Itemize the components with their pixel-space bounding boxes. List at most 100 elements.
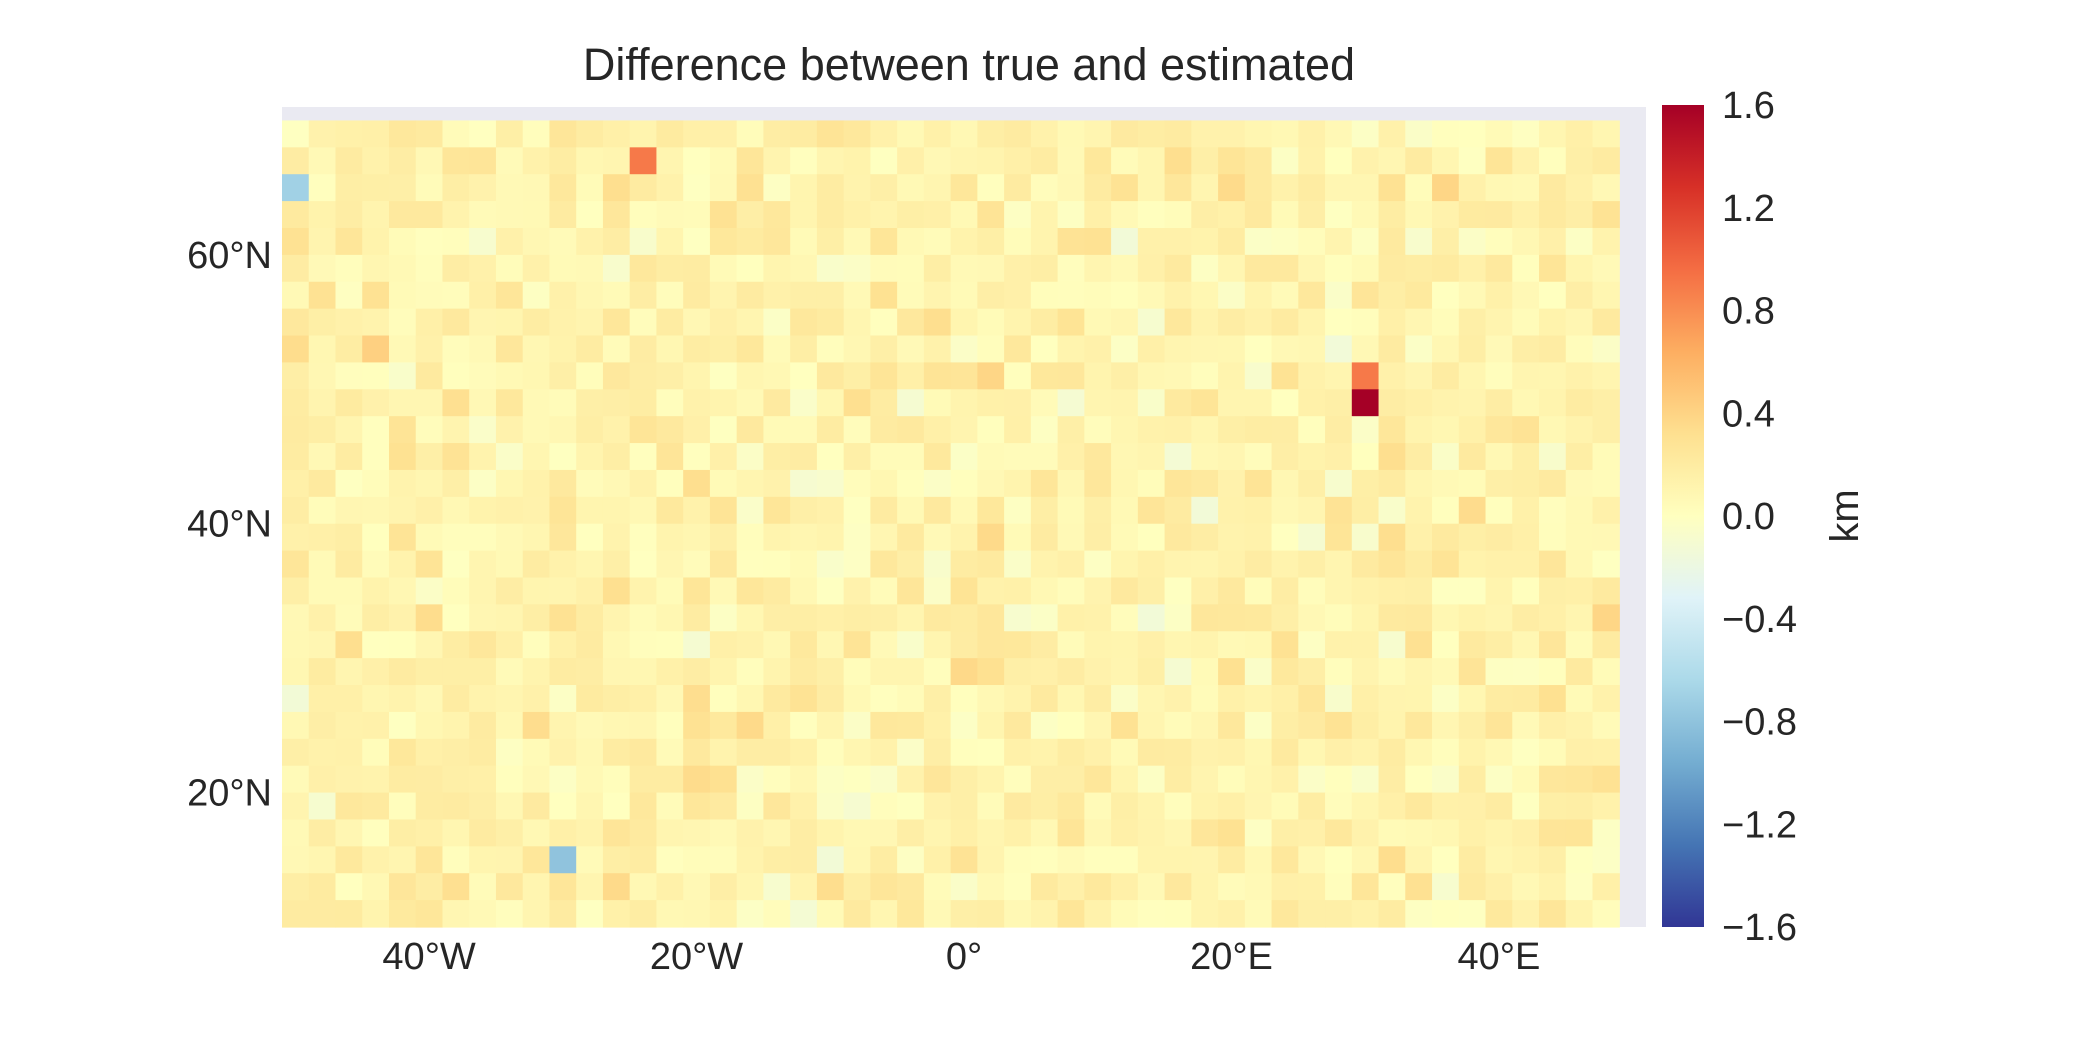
heatmap-cell	[709, 362, 738, 390]
heatmap-cell	[602, 819, 631, 847]
heatmap-cell	[1378, 254, 1406, 283]
heatmap-cell	[1351, 900, 1380, 928]
heatmap-cell	[709, 711, 738, 740]
heatmap-cell	[790, 738, 818, 767]
heatmap-cell	[629, 550, 658, 579]
heatmap-cell	[335, 738, 363, 767]
heatmap-cell	[843, 685, 871, 713]
heatmap-cell	[897, 308, 925, 337]
heatmap-cell	[362, 631, 390, 659]
heatmap-cell	[897, 147, 925, 175]
heatmap-cell	[1512, 335, 1540, 364]
heatmap-cell	[1244, 281, 1273, 310]
heatmap-cell	[1512, 496, 1540, 525]
heatmap-cell	[495, 335, 524, 364]
heatmap-cell	[709, 846, 738, 874]
heatmap-cell	[950, 416, 978, 444]
heatmap-cell	[1030, 362, 1059, 390]
heatmap-cell	[415, 900, 444, 928]
heatmap-cell	[1485, 819, 1513, 847]
heatmap-cell	[1218, 792, 1246, 821]
heatmap-cell	[709, 685, 738, 713]
heatmap-cell	[1565, 685, 1594, 713]
heatmap-cell	[736, 523, 765, 552]
heatmap-cell	[1030, 389, 1059, 417]
heatmap-cell	[656, 523, 684, 552]
heatmap-cell	[683, 308, 711, 337]
heatmap-cell	[897, 281, 925, 310]
heatmap-cell	[1351, 443, 1380, 471]
heatmap-cell	[549, 738, 577, 767]
heatmap-cell	[790, 389, 818, 417]
heatmap-cell	[549, 711, 577, 740]
heatmap-cell	[1351, 685, 1380, 713]
heatmap-cell	[388, 201, 417, 229]
heatmap-cell	[923, 443, 952, 471]
heatmap-cell	[1244, 362, 1273, 390]
heatmap-cell	[1325, 308, 1353, 337]
heatmap-cell	[602, 227, 631, 256]
heatmap-cell	[388, 254, 417, 283]
heatmap-cell	[1057, 658, 1085, 686]
heatmap-cell	[602, 658, 631, 686]
heatmap-cell	[923, 765, 952, 794]
heatmap-cell	[843, 469, 871, 498]
heatmap-cell	[1539, 604, 1567, 632]
heatmap-cell	[629, 416, 658, 444]
y-tick-label: 20°N	[187, 773, 272, 815]
heatmap-cell	[1030, 604, 1059, 632]
heatmap-cell	[709, 604, 738, 632]
heatmap-cell	[1137, 523, 1166, 552]
heatmap-cell	[469, 308, 497, 337]
heatmap-cell	[282, 604, 310, 632]
heatmap-cell	[282, 496, 310, 525]
heatmap-cell	[790, 631, 818, 659]
heatmap-cell	[1351, 174, 1380, 202]
heatmap-cell	[1137, 120, 1166, 148]
heatmap-cell	[950, 174, 978, 202]
heatmap-cell	[1378, 846, 1406, 874]
heatmap-cell	[1378, 631, 1406, 659]
heatmap-cell	[415, 254, 444, 283]
heatmap-cell	[1057, 120, 1085, 148]
x-tick-label: 0°	[946, 936, 982, 978]
heatmap-cell	[1378, 174, 1406, 202]
heatmap-cell	[549, 335, 577, 364]
heatmap-cell	[977, 900, 1005, 928]
heatmap-cell	[1057, 523, 1085, 552]
heatmap-cell	[656, 443, 684, 471]
heatmap-cell	[1084, 254, 1112, 283]
heatmap-cell	[790, 604, 818, 632]
heatmap-cell	[897, 577, 925, 605]
heatmap-cell	[1057, 254, 1085, 283]
heatmap-cell	[870, 174, 898, 202]
heatmap-cell	[790, 308, 818, 337]
heatmap-cell	[388, 335, 417, 364]
heatmap-cell	[1432, 792, 1460, 821]
heatmap-cell	[816, 443, 845, 471]
heatmap-cell	[1111, 496, 1139, 525]
heatmap-cell	[1030, 416, 1059, 444]
heatmap-cell	[1512, 685, 1540, 713]
heatmap-cell	[1271, 174, 1299, 202]
heatmap-cell	[629, 201, 658, 229]
heatmap-cell	[656, 469, 684, 498]
heatmap-cell	[1405, 577, 1433, 605]
heatmap-cell	[282, 685, 310, 713]
heatmap-cell	[1378, 738, 1406, 767]
heatmap-cell	[549, 281, 577, 310]
heatmap-cell	[388, 711, 417, 740]
heatmap-cell	[1592, 254, 1620, 283]
heatmap-cell	[1004, 496, 1032, 525]
heatmap-cell	[308, 550, 337, 579]
heatmap-cell	[1084, 174, 1112, 202]
heatmap-cell	[1592, 227, 1620, 256]
heatmap-cell	[442, 711, 470, 740]
heatmap-cell	[1351, 335, 1380, 364]
heatmap-cell	[1378, 819, 1406, 847]
heatmap-cell	[388, 362, 417, 390]
heatmap-cell	[1432, 738, 1460, 767]
heatmap-cell	[362, 900, 390, 928]
heatmap-cell	[843, 443, 871, 471]
heatmap-cell	[870, 685, 898, 713]
